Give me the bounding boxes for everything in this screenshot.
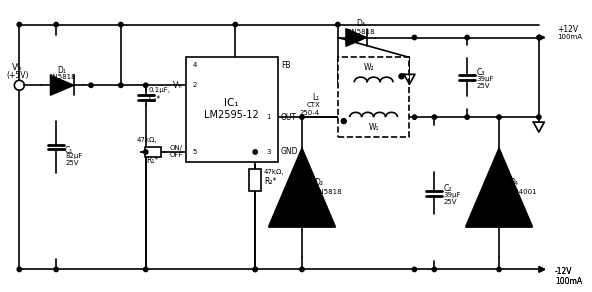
Circle shape [432,115,436,119]
Polygon shape [50,75,74,95]
Circle shape [300,115,304,119]
Text: ON/
OFF: ON/ OFF [169,145,182,159]
Text: 100mA: 100mA [556,34,582,39]
Circle shape [412,35,417,40]
Circle shape [253,150,258,154]
Text: D₁: D₁ [57,66,66,75]
Text: 39μF
25V: 39μF 25V [443,192,461,205]
Text: 47kΩ,: 47kΩ, [137,137,157,143]
Text: 1N5818: 1N5818 [49,74,76,80]
Text: C₂: C₂ [443,184,452,193]
Circle shape [89,83,93,88]
Circle shape [118,22,123,27]
Text: W₂: W₂ [363,63,374,72]
Text: C₃: C₃ [476,68,484,77]
Text: GND: GND [281,147,298,157]
Text: 5: 5 [192,149,197,155]
Text: (+5V): (+5V) [6,71,28,80]
Circle shape [118,83,123,88]
Text: L₁: L₁ [313,93,320,102]
Circle shape [17,22,21,27]
Text: 1: 1 [266,114,271,120]
Text: 1N5818: 1N5818 [314,189,342,195]
Text: +12V: +12V [556,25,578,34]
Circle shape [336,22,340,27]
Text: 0.1μF,: 0.1μF, [149,87,170,93]
Circle shape [233,22,237,27]
Text: Vᴵₙ: Vᴵₙ [12,63,22,72]
Text: 2: 2 [192,82,197,88]
Text: 4: 4 [192,62,197,68]
Circle shape [143,150,148,154]
Text: -12V
100mA: -12V 100mA [555,267,582,286]
Circle shape [300,267,304,272]
Text: -12V
100mA: -12V 100mA [555,267,582,286]
Circle shape [17,267,21,272]
Circle shape [412,267,417,272]
Circle shape [54,267,59,272]
Circle shape [537,115,541,119]
Text: D₃: D₃ [357,19,366,28]
Text: 82μF
25V: 82μF 25V [65,153,82,166]
Polygon shape [346,29,366,46]
Bar [338,58,410,137]
Circle shape [465,115,469,119]
Text: LM2595-12: LM2595-12 [204,110,259,120]
Text: D₂: D₂ [314,178,323,187]
Circle shape [497,115,501,119]
Circle shape [143,267,148,272]
Text: 1N5818: 1N5818 [348,29,375,34]
Text: 3: 3 [266,149,271,155]
Bar [249,169,261,191]
Circle shape [497,267,501,272]
Text: 250-4: 250-4 [300,110,320,116]
Text: Vᴵₙ: Vᴵₙ [173,81,182,90]
Text: W₁: W₁ [368,123,379,132]
Text: 39μF
25V: 39μF 25V [476,76,494,89]
Circle shape [253,267,258,272]
Text: C₄*: C₄* [149,95,161,104]
Text: IC₁: IC₁ [224,98,239,108]
Circle shape [399,74,404,79]
Text: FB: FB [281,61,291,70]
Bar [185,58,278,162]
Circle shape [143,83,148,88]
Circle shape [537,35,541,40]
Circle shape [341,119,346,124]
Circle shape [412,115,417,119]
Text: 47kΩ,: 47kΩ, [264,169,285,175]
Text: OUT: OUT [281,113,297,122]
Circle shape [465,35,469,40]
Polygon shape [269,148,336,227]
Bar [144,147,160,157]
Text: R₂*: R₂* [264,177,276,186]
Text: CTX: CTX [306,102,320,108]
Circle shape [432,267,436,272]
Text: R₁*: R₁* [147,157,159,166]
Text: 1N4001: 1N4001 [509,189,536,195]
Text: D₄: D₄ [509,178,518,187]
Text: C₁: C₁ [65,147,73,155]
Polygon shape [466,148,532,227]
Circle shape [253,267,258,272]
Circle shape [54,22,59,27]
